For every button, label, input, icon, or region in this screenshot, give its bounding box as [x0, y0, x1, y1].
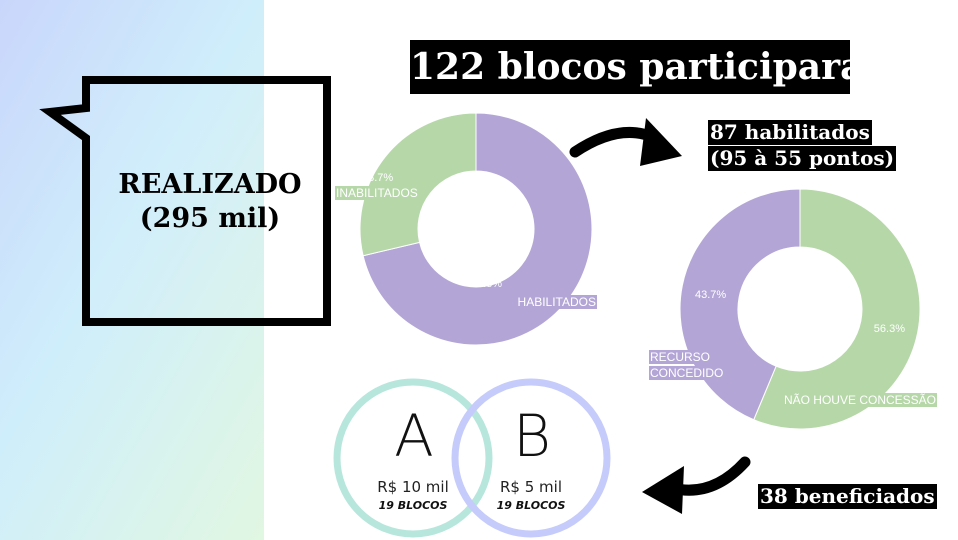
arrow-left-icon — [642, 456, 751, 514]
venn-letter-a: A — [394, 402, 434, 470]
venn-amount-b: R$ 5 mil — [500, 478, 562, 496]
donut1-name-label-1: INABILITADOS — [336, 186, 418, 200]
donut1-name-label-0-bg — [516, 295, 597, 309]
donut1-slice-habilitados — [362, 112, 593, 346]
venn-blocks-b: 19 BLOCOS — [496, 499, 566, 512]
donut1-name-label-1-bg — [335, 186, 419, 200]
donut2-slice-n-o-houve-concess-o — [753, 188, 921, 430]
venn-circle-a — [333, 378, 493, 538]
donut2-name-label-0-bg — [782, 393, 937, 407]
venn-circle-b — [451, 378, 611, 538]
donut2-pct-label-1: 43.7% — [695, 289, 726, 301]
donut1-pct-label-1: 28.7% — [362, 172, 393, 184]
habilitados-count-label: 87 habilitados — [708, 120, 872, 145]
venn-blocks-a: 19 BLOCOS — [378, 499, 448, 512]
realizado-title: REALIZADO — [118, 169, 302, 200]
venn-amount-a: R$ 10 mil — [377, 478, 449, 496]
venn-letter-b: B — [513, 402, 551, 470]
headline-banner: 122 blocos participaram — [410, 40, 902, 94]
beneficiados-label: 38 beneficiados — [758, 484, 937, 509]
donut2-pct-label-0: 56.3% — [874, 323, 905, 335]
donut2-name-label-1a-bg — [649, 350, 712, 364]
donut2-name-label-1a: RECURSO — [650, 350, 710, 364]
realizado-amount: (295 mil) — [139, 203, 281, 234]
donut1-name-label-0: HABILITADOS — [518, 295, 596, 309]
left-gradient-panel — [0, 0, 264, 540]
habilitados-points-label: (95 à 55 pontos) — [708, 146, 897, 171]
donut2-name-label-0: NÃO HOUVE CONCESSÃO — [784, 393, 936, 407]
donut2-name-label-1b: CONCEDIDO — [650, 366, 723, 380]
donut2-name-label-1b-bg — [649, 366, 725, 380]
realizado-text: REALIZADO (295 mil) — [96, 168, 324, 236]
arrow-right-icon — [569, 118, 682, 166]
donut1-pct-label-0: 71.3% — [471, 278, 502, 290]
